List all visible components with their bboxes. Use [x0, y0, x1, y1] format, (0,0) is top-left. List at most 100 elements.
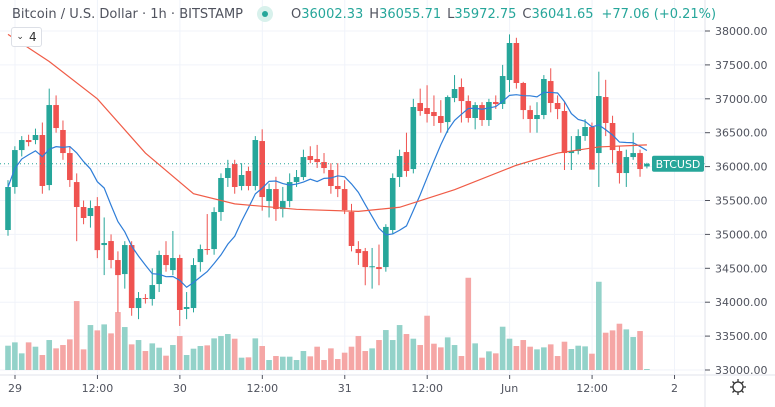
candle-body: [602, 97, 609, 124]
volume-bar: [245, 357, 252, 370]
candle-body: [197, 249, 204, 263]
candle-body: [266, 189, 272, 202]
volume-bar: [520, 340, 527, 370]
volume-bar: [341, 352, 348, 370]
candle: [225, 159, 231, 187]
time-axis[interactable]: 29 12:00 30 12:00 31 12:00 Jun 12:00 2: [8, 375, 678, 395]
candle: [589, 122, 595, 170]
candle: [602, 79, 609, 137]
candle-body: [534, 115, 540, 120]
candle: [541, 75, 547, 120]
volume-bar: [321, 360, 327, 370]
candle-body: [101, 243, 107, 246]
candle: [46, 88, 53, 191]
volume-bar: [355, 336, 362, 370]
candle-body: [314, 159, 320, 163]
volume-bar: [156, 347, 162, 370]
candle: [142, 294, 149, 304]
candle-body: [506, 43, 513, 81]
volume-bar: [280, 356, 286, 370]
candle-body: [252, 140, 259, 186]
candle: [307, 146, 314, 164]
volume-bar: [348, 346, 355, 370]
candle: [149, 268, 156, 306]
indicators-collapse-button[interactable]: ⌄ 4: [11, 27, 42, 47]
candle: [403, 132, 410, 177]
price-tick-label: 35000.00: [715, 228, 768, 241]
candle: [451, 75, 458, 103]
time-tick-label: 12:00: [411, 382, 443, 395]
candle: [479, 102, 485, 126]
volume-bar: [396, 325, 403, 370]
gear-icon[interactable]: [729, 378, 747, 396]
candle: [183, 292, 190, 320]
price-change: +77.06 (+0.21%): [601, 6, 717, 22]
candle: [383, 224, 389, 272]
candle: [266, 183, 272, 218]
candle-body: [176, 257, 183, 310]
price-axis[interactable]: 38000.00 37500.00 37000.00 36500.00 36000.00…: [705, 25, 768, 377]
volume-bar: [424, 315, 430, 370]
candle: [644, 162, 650, 169]
volume-bar: [163, 355, 169, 370]
candle: [355, 241, 362, 265]
candle-body: [307, 156, 314, 161]
volume-bar: [438, 347, 444, 370]
candle: [362, 247, 369, 286]
volume-bar: [410, 338, 417, 370]
candle: [60, 120, 66, 160]
volume-bar: [616, 323, 623, 370]
candle: [176, 254, 183, 326]
volume-bar: [637, 331, 643, 370]
symbol-title[interactable]: Bitcoin / U.S. Dollar · 1h · BITSTAMP: [12, 6, 244, 22]
candle: [623, 149, 630, 187]
volume-bar: [541, 347, 547, 370]
candle: [513, 37, 520, 89]
price-tick-label: 33000.00: [715, 364, 768, 377]
ma-short-line: [7, 91, 648, 289]
chevron-down-icon: ⌄: [16, 32, 24, 42]
candle: [94, 197, 101, 259]
volume-bar: [472, 343, 478, 370]
volume-bar: [589, 353, 595, 370]
volume-bar: [444, 337, 451, 370]
candle: [444, 95, 451, 133]
candle-body: [300, 157, 307, 178]
volume-bar: [25, 342, 32, 370]
candle: [5, 180, 11, 236]
candle: [231, 159, 238, 194]
candle: [616, 146, 623, 184]
volume-bar: [630, 337, 636, 370]
ohlc-low: L35972.75: [447, 6, 517, 22]
candle: [582, 119, 588, 141]
candle-body: [334, 185, 341, 190]
price-tick-label: 36000.00: [715, 161, 768, 174]
volume-bar: [197, 346, 204, 370]
volume-bar: [46, 340, 53, 370]
candle: [135, 292, 142, 320]
time-tick-label: 12:00: [82, 382, 114, 395]
volume-bar: [403, 334, 410, 370]
candle: [197, 244, 204, 272]
price-tick-label: 37000.00: [715, 93, 768, 106]
ohlc-close: C36041.65: [522, 6, 594, 22]
candle: [321, 153, 327, 174]
candle-body: [472, 105, 478, 118]
candle: [115, 251, 121, 313]
candle: [458, 78, 465, 123]
last-price-badge: BTCUSD: [652, 155, 704, 172]
volume-bar: [128, 344, 135, 370]
candle-body: [218, 177, 224, 213]
volume-bar: [18, 353, 25, 370]
last-price-symbol: BTCUSD: [656, 158, 701, 171]
candle-body: [238, 175, 245, 186]
candle: [417, 88, 423, 116]
candle: [369, 247, 375, 289]
volume-bars: [5, 277, 650, 370]
candle-body: [541, 79, 547, 116]
candle-body: [149, 285, 156, 300]
candle-body: [486, 101, 492, 121]
candle: [561, 102, 568, 170]
volume-bar: [417, 345, 423, 370]
